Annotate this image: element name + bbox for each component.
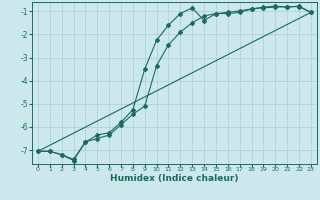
X-axis label: Humidex (Indice chaleur): Humidex (Indice chaleur) xyxy=(110,174,239,183)
